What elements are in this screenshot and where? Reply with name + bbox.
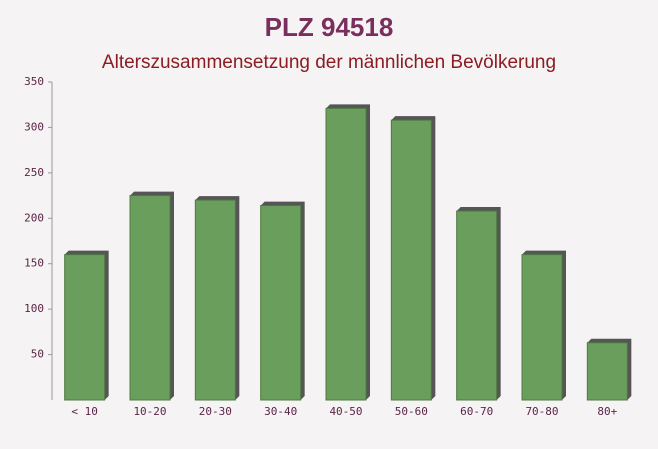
bar <box>586 342 628 401</box>
x-tick-label: 70-80 <box>525 405 558 418</box>
x-tick-label: 80+ <box>597 405 617 418</box>
y-tick-label: 300 <box>24 120 44 133</box>
y-tick-label: 100 <box>24 302 44 315</box>
y-tick-label: 250 <box>24 166 44 179</box>
x-tick-label: 30-40 <box>264 405 297 418</box>
bar <box>129 195 171 401</box>
y-tick-label: 50 <box>31 348 44 361</box>
bar <box>260 205 302 401</box>
bar <box>325 107 367 401</box>
x-tick-label: 10-20 <box>133 405 166 418</box>
bar <box>194 199 236 401</box>
bar <box>390 119 432 401</box>
x-tick-label: 40-50 <box>329 405 362 418</box>
x-tick-label: < 10 <box>71 405 98 418</box>
y-tick-label: 350 <box>24 75 44 88</box>
chart-subtitle: Alterszusammensetzung der männlichen Bev… <box>102 52 556 73</box>
y-tick-label: 150 <box>24 257 44 270</box>
y-tick-label: 200 <box>24 211 44 224</box>
x-tick-label: 60-70 <box>460 405 493 418</box>
bar <box>64 254 106 401</box>
bar <box>456 210 498 401</box>
bar <box>521 254 563 401</box>
x-tick-label: 50-60 <box>395 405 428 418</box>
chart-title: PLZ 94518 <box>265 12 394 42</box>
x-tick-label: 20-30 <box>199 405 232 418</box>
